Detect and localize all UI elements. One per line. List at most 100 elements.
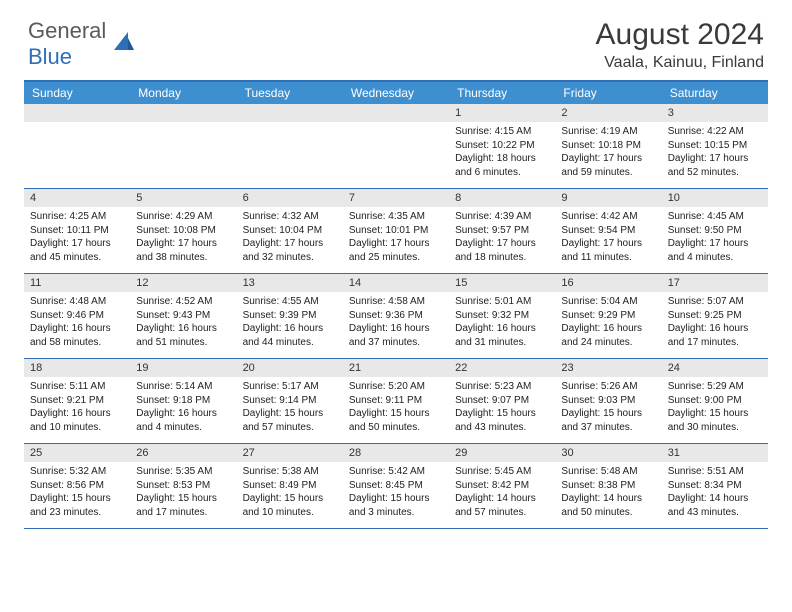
- day-line: Daylight: 14 hours and 43 minutes.: [668, 492, 762, 519]
- week-row: 1Sunrise: 4:15 AMSunset: 10:22 PMDayligh…: [24, 104, 768, 189]
- day-cell: [24, 104, 130, 188]
- day-body: Sunrise: 5:35 AMSunset: 8:53 PMDaylight:…: [130, 462, 236, 523]
- day-line: Sunset: 9:11 PM: [349, 394, 443, 408]
- day-number: 19: [130, 359, 236, 377]
- day-number: 13: [237, 274, 343, 292]
- day-number: [24, 104, 130, 122]
- day-cell: 8Sunrise: 4:39 AMSunset: 9:57 PMDaylight…: [449, 189, 555, 273]
- day-line: Sunrise: 4:19 AM: [561, 125, 655, 139]
- day-body: Sunrise: 4:19 AMSunset: 10:18 PMDaylight…: [555, 122, 661, 183]
- day-line: Sunset: 9:21 PM: [30, 394, 124, 408]
- logo-sail-icon: [110, 28, 136, 60]
- day-line: Sunset: 10:11 PM: [30, 224, 124, 238]
- day-number: 31: [662, 444, 768, 462]
- day-cell: 27Sunrise: 5:38 AMSunset: 8:49 PMDayligh…: [237, 444, 343, 528]
- calendar: SundayMondayTuesdayWednesdayThursdayFrid…: [24, 80, 768, 529]
- logo-text-blue: Blue: [28, 44, 72, 69]
- day-line: Daylight: 17 hours and 11 minutes.: [561, 237, 655, 264]
- day-cell: 14Sunrise: 4:58 AMSunset: 9:36 PMDayligh…: [343, 274, 449, 358]
- day-line: Sunset: 8:42 PM: [455, 479, 549, 493]
- day-line: Sunrise: 5:45 AM: [455, 465, 549, 479]
- day-body: Sunrise: 4:25 AMSunset: 10:11 PMDaylight…: [24, 207, 130, 268]
- day-line: Daylight: 15 hours and 17 minutes.: [136, 492, 230, 519]
- day-line: Sunrise: 5:26 AM: [561, 380, 655, 394]
- day-cell: [130, 104, 236, 188]
- day-line: Sunset: 9:14 PM: [243, 394, 337, 408]
- day-body: Sunrise: 5:32 AMSunset: 8:56 PMDaylight:…: [24, 462, 130, 523]
- day-body: Sunrise: 4:39 AMSunset: 9:57 PMDaylight:…: [449, 207, 555, 268]
- day-line: Sunset: 9:29 PM: [561, 309, 655, 323]
- day-body: Sunrise: 5:29 AMSunset: 9:00 PMDaylight:…: [662, 377, 768, 438]
- day-number: 2: [555, 104, 661, 122]
- day-line: Sunrise: 4:22 AM: [668, 125, 762, 139]
- day-line: Sunrise: 4:32 AM: [243, 210, 337, 224]
- day-body: Sunrise: 5:42 AMSunset: 8:45 PMDaylight:…: [343, 462, 449, 523]
- day-line: Sunset: 8:53 PM: [136, 479, 230, 493]
- day-line: Sunrise: 5:20 AM: [349, 380, 443, 394]
- day-header: Sunday: [24, 82, 130, 104]
- day-line: Sunset: 8:34 PM: [668, 479, 762, 493]
- day-body: Sunrise: 5:07 AMSunset: 9:25 PMDaylight:…: [662, 292, 768, 353]
- day-line: Daylight: 17 hours and 25 minutes.: [349, 237, 443, 264]
- day-body: Sunrise: 4:42 AMSunset: 9:54 PMDaylight:…: [555, 207, 661, 268]
- day-line: Sunset: 9:50 PM: [668, 224, 762, 238]
- day-line: Sunrise: 5:32 AM: [30, 465, 124, 479]
- day-line: Sunrise: 5:29 AM: [668, 380, 762, 394]
- day-line: Daylight: 17 hours and 32 minutes.: [243, 237, 337, 264]
- day-number: 4: [24, 189, 130, 207]
- day-line: Daylight: 16 hours and 17 minutes.: [668, 322, 762, 349]
- day-line: Sunset: 9:36 PM: [349, 309, 443, 323]
- day-cell: 17Sunrise: 5:07 AMSunset: 9:25 PMDayligh…: [662, 274, 768, 358]
- day-cell: 13Sunrise: 4:55 AMSunset: 9:39 PMDayligh…: [237, 274, 343, 358]
- day-cell: 9Sunrise: 4:42 AMSunset: 9:54 PMDaylight…: [555, 189, 661, 273]
- day-line: Daylight: 15 hours and 10 minutes.: [243, 492, 337, 519]
- day-body: Sunrise: 5:45 AMSunset: 8:42 PMDaylight:…: [449, 462, 555, 523]
- day-cell: [237, 104, 343, 188]
- day-cell: 18Sunrise: 5:11 AMSunset: 9:21 PMDayligh…: [24, 359, 130, 443]
- day-line: Daylight: 15 hours and 30 minutes.: [668, 407, 762, 434]
- day-line: Sunset: 10:01 PM: [349, 224, 443, 238]
- day-line: Sunrise: 5:48 AM: [561, 465, 655, 479]
- day-line: Sunset: 8:56 PM: [30, 479, 124, 493]
- day-line: Sunrise: 4:25 AM: [30, 210, 124, 224]
- day-number: 1: [449, 104, 555, 122]
- day-line: Sunrise: 4:52 AM: [136, 295, 230, 309]
- day-line: Daylight: 17 hours and 4 minutes.: [668, 237, 762, 264]
- day-line: Sunrise: 5:51 AM: [668, 465, 762, 479]
- day-body: Sunrise: 4:35 AMSunset: 10:01 PMDaylight…: [343, 207, 449, 268]
- day-cell: 26Sunrise: 5:35 AMSunset: 8:53 PMDayligh…: [130, 444, 236, 528]
- day-cell: 5Sunrise: 4:29 AMSunset: 10:08 PMDayligh…: [130, 189, 236, 273]
- title-block: August 2024 Vaala, Kainuu, Finland: [596, 18, 764, 72]
- day-cell: 19Sunrise: 5:14 AMSunset: 9:18 PMDayligh…: [130, 359, 236, 443]
- day-number: 24: [662, 359, 768, 377]
- day-line: Sunrise: 5:01 AM: [455, 295, 549, 309]
- day-cell: 6Sunrise: 4:32 AMSunset: 10:04 PMDayligh…: [237, 189, 343, 273]
- header: General Blue August 2024 Vaala, Kainuu, …: [0, 0, 792, 80]
- day-line: Daylight: 16 hours and 10 minutes.: [30, 407, 124, 434]
- day-number: 14: [343, 274, 449, 292]
- day-line: Daylight: 14 hours and 50 minutes.: [561, 492, 655, 519]
- day-body: Sunrise: 4:29 AMSunset: 10:08 PMDaylight…: [130, 207, 236, 268]
- day-line: Sunset: 9:03 PM: [561, 394, 655, 408]
- day-body: Sunrise: 5:14 AMSunset: 9:18 PMDaylight:…: [130, 377, 236, 438]
- day-number: 11: [24, 274, 130, 292]
- day-line: Sunset: 8:49 PM: [243, 479, 337, 493]
- day-cell: 31 Sunrise: 5:51 AMSunset: 8:34 PMDayligh…: [662, 444, 768, 528]
- day-line: Sunset: 9:46 PM: [30, 309, 124, 323]
- day-line: Sunrise: 4:42 AM: [561, 210, 655, 224]
- day-header: Friday: [555, 82, 661, 104]
- day-cell: 20Sunrise: 5:17 AMSunset: 9:14 PMDayligh…: [237, 359, 343, 443]
- day-body: Sunrise: 4:48 AMSunset: 9:46 PMDaylight:…: [24, 292, 130, 353]
- day-number: 7: [343, 189, 449, 207]
- day-line: Sunrise: 5:38 AM: [243, 465, 337, 479]
- day-cell: 7Sunrise: 4:35 AMSunset: 10:01 PMDayligh…: [343, 189, 449, 273]
- day-line: Daylight: 17 hours and 59 minutes.: [561, 152, 655, 179]
- day-header: Tuesday: [237, 82, 343, 104]
- day-line: Daylight: 16 hours and 58 minutes.: [30, 322, 124, 349]
- day-line: Daylight: 16 hours and 31 minutes.: [455, 322, 549, 349]
- day-header-row: SundayMondayTuesdayWednesdayThursdayFrid…: [24, 82, 768, 104]
- day-line: Daylight: 16 hours and 37 minutes.: [349, 322, 443, 349]
- day-line: Daylight: 15 hours and 3 minutes.: [349, 492, 443, 519]
- logo: General Blue: [28, 18, 136, 70]
- day-line: Daylight: 15 hours and 23 minutes.: [30, 492, 124, 519]
